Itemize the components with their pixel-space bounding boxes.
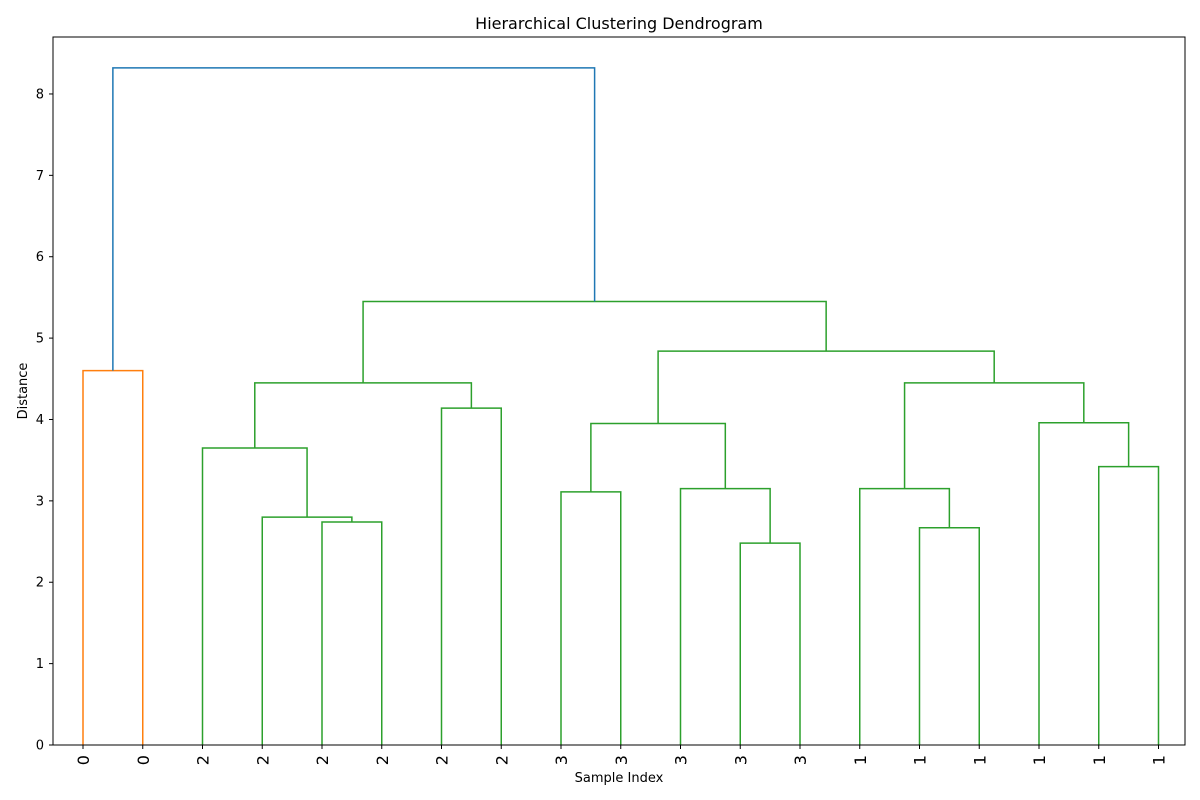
leaf-label: 3 (612, 755, 631, 765)
dendrogram-link-m4 (201, 447, 308, 745)
dendrogram-link-m15 (903, 382, 1085, 489)
x-axis-ticks: 0 0 2 2 2 2 2 2 3 3 3 3 3 1 1 1 1 1 1 (74, 745, 1169, 765)
leaf-label: 3 (552, 755, 571, 765)
leaf-label: 0 (134, 755, 153, 765)
dendrogram-link-m13 (1098, 465, 1160, 745)
leaf-label: 2 (433, 755, 452, 765)
leaf-label: 1 (851, 755, 870, 765)
leaf-label: 3 (672, 755, 691, 765)
plot-area-frame (52, 36, 1186, 746)
leaf-label: 2 (253, 755, 272, 765)
dendrogram-link-m17 (362, 300, 827, 383)
dendrogram-link-m16 (657, 350, 995, 424)
leaf-label: 1 (1150, 755, 1169, 765)
leaf-label: 0 (74, 755, 93, 765)
leaf-label: 2 (373, 755, 392, 765)
dendrogram-link-m2 (321, 521, 383, 745)
y-tick-label: 5 (36, 332, 44, 347)
leaf-label: 1 (1030, 755, 1049, 765)
leaf-label: 2 (313, 755, 332, 765)
dendrogram-link-m1 (82, 369, 144, 745)
y-axis-ticks: 0 1 2 3 4 5 6 7 8 (36, 87, 53, 754)
y-tick-label: 0 (36, 739, 44, 754)
y-tick-label: 6 (36, 250, 44, 265)
leaf-label: 1 (970, 755, 989, 765)
dendrogram-link-m6 (254, 382, 473, 448)
leaf-label: 3 (731, 755, 750, 765)
dendrogram-link-m3 (261, 516, 353, 745)
dendrogram-link-m18 (112, 67, 596, 371)
dendrogram-link-m8 (739, 542, 801, 745)
y-tick-label: 2 (36, 576, 44, 591)
y-axis-label: Distance (16, 363, 31, 420)
y-tick-label: 4 (36, 413, 44, 428)
y-tick-label: 1 (36, 657, 44, 672)
dendrogram-link-m5 (440, 407, 502, 745)
leaf-label: 1 (1090, 755, 1109, 765)
leaf-label: 2 (194, 755, 213, 765)
dendrogram-link-m11 (918, 526, 980, 745)
leaf-label: 2 (492, 755, 511, 765)
dendrogram-link-m9 (679, 487, 771, 745)
dendrogram-link-m14 (1038, 421, 1130, 745)
y-tick-label: 8 (36, 87, 44, 102)
leaf-label: 1 (911, 755, 930, 765)
dendrogram-link-m7 (560, 491, 622, 745)
x-axis-label: Sample Index (575, 771, 664, 786)
chart-title: Hierarchical Clustering Dendrogram (475, 14, 763, 33)
leaf-label: 3 (791, 755, 810, 765)
y-tick-label: 7 (36, 169, 44, 184)
dendrogram-links (82, 67, 1160, 745)
y-tick-label: 3 (36, 494, 44, 509)
dendrogram-link-m10 (590, 422, 727, 492)
